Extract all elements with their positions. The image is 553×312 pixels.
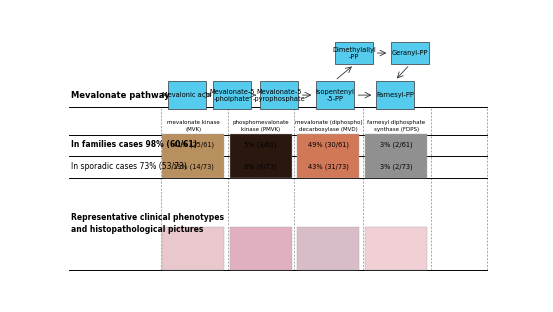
Bar [229, 134, 292, 178]
Text: Representative clinical phenotypes
and histopathological pictures: Representative clinical phenotypes and h… [71, 213, 225, 234]
Text: 19% (14/73): 19% (14/73) [173, 163, 214, 170]
Bar [298, 227, 359, 271]
FancyBboxPatch shape [316, 81, 354, 109]
FancyBboxPatch shape [335, 42, 373, 64]
Bar [163, 227, 225, 271]
FancyBboxPatch shape [213, 81, 251, 109]
Text: Mevalonate-5
-phoiphate: Mevalonate-5 -phoiphate [209, 89, 255, 102]
Bar [365, 134, 427, 178]
Text: farnesyl diphosphate
synthase (FDPS): farnesyl diphosphate synthase (FDPS) [367, 120, 425, 132]
Bar [163, 134, 225, 178]
Text: Mevalonic acid: Mevalonic acid [162, 92, 212, 98]
Text: mevalonate (diphospho)
decarboxylase (MVD): mevalonate (diphospho) decarboxylase (MV… [295, 120, 362, 132]
Text: 8% (6/73): 8% (6/73) [244, 163, 277, 170]
Text: In sporadic cases 73% (53/73): In sporadic cases 73% (53/73) [71, 162, 187, 171]
Bar [298, 134, 359, 178]
FancyBboxPatch shape [375, 81, 414, 109]
Text: mevalonate kinase
(MVK): mevalonate kinase (MVK) [167, 120, 220, 132]
Text: Mevalonate-5
-pyrophosphate: Mevalonate-5 -pyrophosphate [253, 89, 305, 102]
Text: Farnesyl-PP: Farnesyl-PP [376, 92, 414, 98]
Text: Geranyl-PP: Geranyl-PP [392, 50, 428, 56]
FancyBboxPatch shape [390, 42, 429, 64]
Text: 5% (3/61): 5% (3/61) [244, 142, 277, 148]
Text: Isopentenyl
-5-PP: Isopentenyl -5-PP [315, 89, 354, 102]
Text: 41% (25/61): 41% (25/61) [173, 142, 214, 148]
Bar [229, 227, 292, 271]
Text: In families cases 98% (60/61): In families cases 98% (60/61) [71, 140, 197, 149]
Text: 43% (31/73): 43% (31/73) [308, 163, 349, 170]
FancyBboxPatch shape [260, 81, 299, 109]
Text: phosphomevalonate
kinase (PMVK): phosphomevalonate kinase (PMVK) [232, 120, 289, 132]
Bar [365, 227, 427, 271]
Text: 3% (2/73): 3% (2/73) [380, 163, 413, 170]
FancyBboxPatch shape [168, 81, 206, 109]
Text: 3% (2/61): 3% (2/61) [380, 142, 413, 148]
Text: Dimethylallyl
-PP: Dimethylallyl -PP [332, 46, 376, 60]
Text: 49% (30/61): 49% (30/61) [308, 142, 349, 148]
Text: Mevalonate pathway: Mevalonate pathway [71, 90, 170, 100]
